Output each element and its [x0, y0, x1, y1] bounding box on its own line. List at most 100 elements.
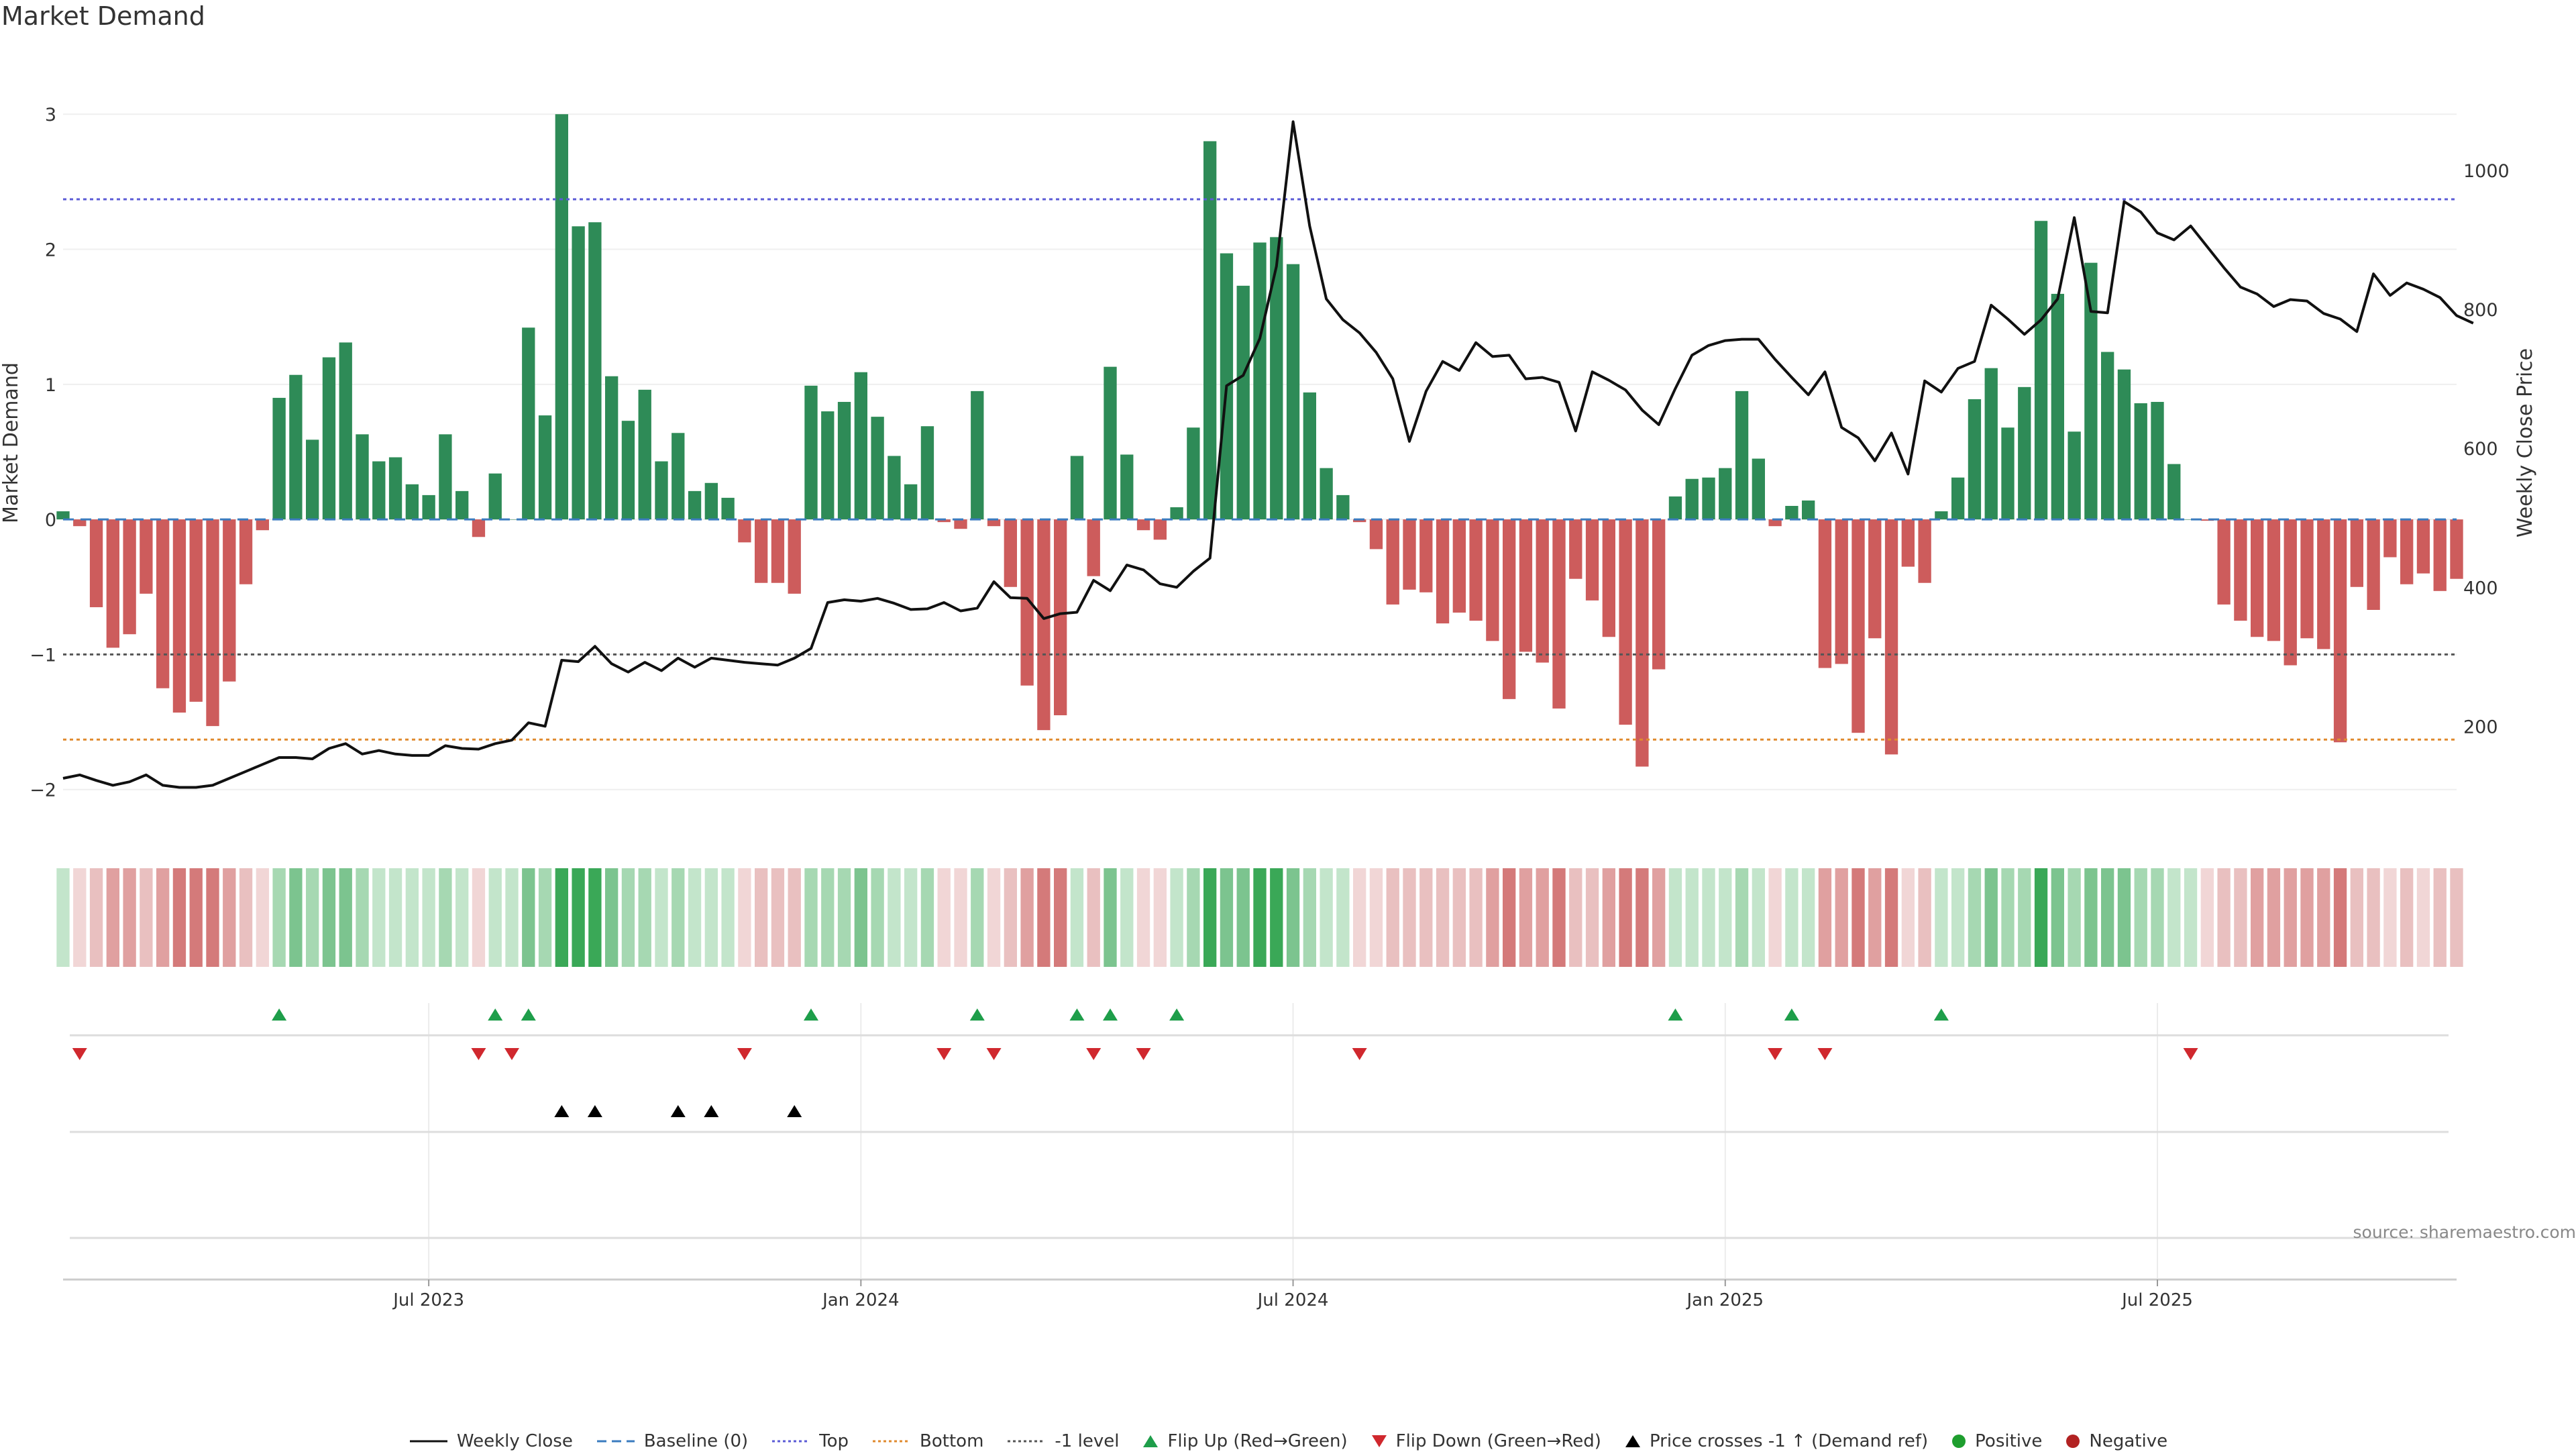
demand-bar [1087, 519, 1100, 576]
demand-bar [1519, 519, 1532, 652]
demand-bar [2351, 519, 2363, 587]
price-cross-marker [671, 1105, 686, 1117]
demand-bar [1603, 519, 1615, 637]
heat-cell [539, 868, 551, 967]
demand-bar [2284, 519, 2297, 665]
heat-cell [505, 868, 518, 967]
demand-bar [2383, 519, 2396, 557]
demand-bar [56, 511, 69, 519]
heat-cell [588, 868, 601, 967]
demand-bar [1453, 519, 1466, 613]
heat-cell [1137, 868, 1150, 967]
heat-cell [2383, 868, 2396, 967]
y-tick-label: −2 [30, 780, 56, 801]
heat-cell [439, 868, 451, 967]
heat-cell [256, 868, 269, 967]
demand-bar [1187, 427, 1199, 519]
heat-cell [306, 868, 319, 967]
demand-bar [2001, 427, 2014, 519]
legend-label: Flip Up (Red→Green) [1167, 1431, 1347, 1451]
triangle-up-black-icon [1624, 1434, 1642, 1449]
demand-bar [1336, 495, 1349, 519]
demand-bar [2417, 519, 2430, 574]
demand-bar [406, 484, 419, 519]
demand-bar [489, 474, 502, 519]
heat-cell [1735, 868, 1748, 967]
heat-cell [1819, 868, 1831, 967]
demand-bar [1569, 519, 1582, 579]
demand-bar [1885, 519, 1898, 754]
demand-bar [1802, 501, 1815, 519]
price-cross-marker [787, 1105, 802, 1117]
heat-cell [1336, 868, 1349, 967]
dot-green-icon [1951, 1433, 1967, 1449]
demand-bar [323, 358, 335, 520]
heat-cell [855, 868, 867, 967]
demand-bar [688, 491, 701, 519]
heat-cell [1037, 868, 1050, 967]
demand-bar [1004, 519, 1017, 587]
heat-cell [1752, 868, 1765, 967]
legend-label: Price crosses -1 ↑ (Demand ref) [1650, 1431, 1928, 1451]
flip-down-marker [72, 1048, 87, 1060]
demand-bar [156, 519, 169, 688]
demand-bar [1951, 478, 1964, 519]
heat-cell [107, 868, 119, 967]
heat-cell [1370, 868, 1383, 967]
heat-cell [1220, 868, 1233, 967]
heat-cell [1652, 868, 1665, 967]
demand-bar [422, 495, 435, 519]
heat-cell [888, 868, 900, 967]
heat-cell [2001, 868, 2014, 967]
line-dash-blue-icon [596, 1435, 636, 1448]
demand-bar [356, 434, 368, 519]
x-tick-label: Jan 2025 [1686, 1290, 1764, 1310]
heat-cell [1702, 868, 1715, 967]
heat-cell [389, 868, 402, 967]
y-tick-label: 0 [45, 510, 56, 531]
demand-bar [1819, 519, 1831, 668]
heat-cell [2151, 868, 2163, 967]
legend-label: Negative [2089, 1431, 2167, 1451]
heat-cell [1768, 868, 1781, 967]
heat-cell [971, 868, 983, 967]
legend-label: Weekly Close [457, 1431, 573, 1451]
heat-cell [1985, 868, 1998, 967]
heat-cell [2135, 868, 2147, 967]
demand-bar [1686, 479, 1699, 519]
heat-cell [2101, 868, 2114, 967]
heat-cell [1419, 868, 1432, 967]
heat-cell [1403, 868, 1415, 967]
demand-bar [306, 439, 319, 519]
heat-cell [1120, 868, 1133, 967]
demand-bar [256, 519, 269, 530]
flip-down-marker [1352, 1048, 1367, 1060]
demand-bar [2051, 294, 2064, 519]
flip-up-marker [970, 1008, 985, 1021]
heat-cell [555, 868, 568, 967]
legend-label: Positive [1975, 1431, 2042, 1451]
dot-red-icon [2065, 1433, 2081, 1449]
heat-cell [2234, 868, 2247, 967]
demand-bar [173, 519, 186, 713]
heat-cell [1719, 868, 1731, 967]
heat-cell [2184, 868, 2197, 967]
heat-cell [472, 868, 485, 967]
heat-cell [1851, 868, 1864, 967]
heat-cell [1436, 868, 1449, 967]
demand-bar [439, 434, 451, 519]
demand-bar [123, 519, 136, 634]
legend-item: Flip Down (Green→Red) [1371, 1431, 1601, 1451]
demand-bar [1320, 468, 1332, 519]
demand-bar [1503, 519, 1515, 699]
demand-bar [1669, 497, 1682, 519]
flip-down-marker [1768, 1048, 1782, 1060]
heat-cell [1918, 868, 1931, 967]
heat-cell [1968, 868, 1981, 967]
triangle-down-red-icon [1371, 1434, 1388, 1449]
demand-bar [1652, 519, 1665, 669]
heat-cell [1519, 868, 1532, 967]
flip-up-marker [1934, 1008, 1949, 1021]
heat-cell [2267, 868, 2280, 967]
